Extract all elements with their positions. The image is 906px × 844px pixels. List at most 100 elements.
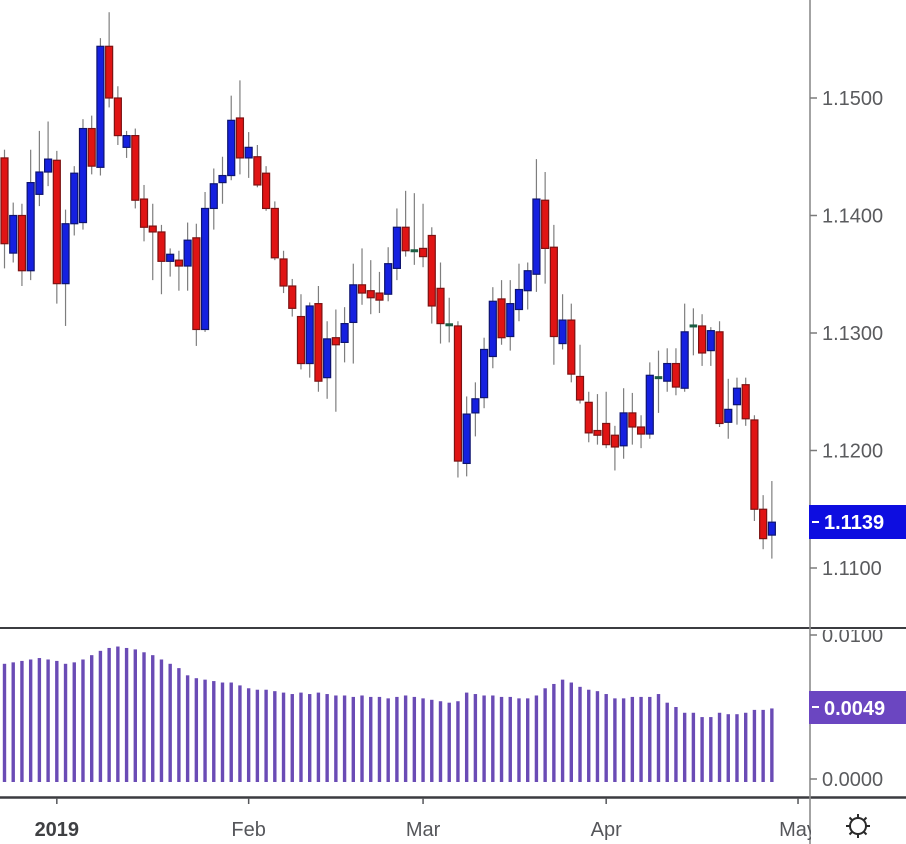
up-candle — [532, 198, 541, 275]
volatility-bar — [613, 698, 617, 782]
volatility-bar — [700, 717, 704, 782]
down-candle — [139, 198, 149, 228]
price-axis[interactable]: 1.1500 1.1400 1.1300 1.1200 1.1100 — [810, 88, 883, 580]
volatility-bar — [770, 708, 774, 782]
down-candle — [567, 319, 576, 375]
up-candle — [122, 135, 131, 148]
down-candle — [401, 226, 410, 252]
down-candle — [671, 362, 681, 388]
volatility-bar — [246, 688, 251, 782]
volatility-bar — [726, 714, 730, 782]
up-candle — [78, 127, 88, 224]
indicator-axis[interactable]: 0.0100 0.0000 — [810, 625, 883, 791]
volatility-bar — [273, 691, 277, 782]
volatility-bar — [334, 695, 338, 782]
volatility-bar — [133, 649, 137, 782]
price-tick-label: 1.1400 — [822, 206, 883, 228]
time-tick-label: Feb — [231, 819, 265, 841]
volatility-bar — [220, 682, 225, 782]
up-candle — [43, 158, 53, 173]
down-candle — [253, 156, 262, 186]
up-candle — [70, 172, 79, 225]
last-price-value: 1.1139 — [824, 512, 884, 534]
down-candle — [52, 159, 61, 285]
down-candle — [741, 384, 750, 420]
price-pane[interactable] — [0, 12, 776, 559]
volatility-bar — [2, 663, 7, 782]
down-candle — [113, 97, 122, 137]
down-candle — [148, 225, 157, 233]
volatility-bar — [20, 660, 24, 782]
up-candle — [209, 183, 218, 210]
volatility-bar — [72, 662, 76, 782]
volatility-bar — [281, 692, 286, 782]
volatility-bar — [464, 692, 469, 782]
volatility-bar — [482, 695, 486, 782]
volatility-bar — [543, 688, 547, 782]
volatility-bar — [526, 698, 530, 782]
up-candle — [392, 226, 401, 269]
down-candle — [750, 419, 759, 510]
down-candle — [279, 258, 288, 287]
up-candle — [218, 174, 227, 184]
down-candle — [314, 303, 323, 382]
up-candle — [680, 331, 689, 389]
volatility-bar — [665, 702, 669, 782]
volatility-bar — [473, 694, 478, 782]
volatility-bar — [648, 696, 652, 782]
down-candle — [331, 337, 340, 346]
down-candle — [453, 325, 463, 462]
volatility-bar — [534, 695, 539, 782]
volatility-bar — [46, 659, 50, 782]
indicator-value: 0.0049 — [824, 698, 885, 720]
volatility-bar — [151, 655, 155, 782]
gear-ray — [848, 816, 853, 821]
up-candle — [480, 348, 489, 399]
up-candle — [166, 253, 175, 262]
volatility-bar — [308, 694, 312, 782]
up-candle — [724, 408, 733, 423]
up-candle — [305, 305, 314, 365]
down-candle — [105, 45, 114, 99]
volatility-bar — [569, 682, 573, 782]
up-candle — [200, 207, 210, 331]
gear-icon[interactable] — [846, 814, 870, 838]
volatility-bar — [28, 659, 33, 782]
down-candle — [131, 135, 140, 201]
volatility-bar — [421, 698, 425, 782]
up-candle — [506, 303, 515, 338]
volatility-bar — [456, 701, 460, 782]
up-candle — [488, 300, 497, 358]
gear-ray — [848, 831, 853, 836]
down-candle — [418, 247, 428, 258]
volatility-bar — [168, 663, 172, 782]
down-candle — [235, 117, 245, 159]
down-candle — [715, 331, 724, 425]
indicator-pane[interactable] — [2, 646, 774, 782]
volatility-bar — [264, 689, 268, 782]
down-candle — [759, 508, 768, 540]
volatility-bar — [717, 712, 722, 782]
doji-candle — [410, 249, 419, 253]
volatility-bar — [107, 647, 111, 782]
down-candle — [427, 234, 436, 307]
up-candle — [384, 263, 393, 295]
down-candle — [0, 157, 9, 245]
up-candle — [323, 338, 332, 379]
down-candle — [366, 290, 375, 299]
time-tick-label: 2019 — [35, 819, 80, 841]
volatility-bar — [98, 650, 103, 782]
volatility-bar — [81, 659, 85, 782]
down-candle — [628, 412, 637, 428]
up-candle — [35, 171, 44, 195]
volatility-bar — [37, 658, 42, 782]
time-axis[interactable]: 2019 Feb Mar Apr May — [35, 819, 817, 841]
volatility-bar — [578, 686, 582, 782]
indicator-tick-label: 0.0100 — [822, 625, 883, 647]
volatility-bar — [238, 685, 242, 782]
volatility-bar — [142, 652, 146, 782]
indicator-value-badge: 0.0049 — [809, 691, 906, 724]
up-candle — [227, 119, 236, 177]
